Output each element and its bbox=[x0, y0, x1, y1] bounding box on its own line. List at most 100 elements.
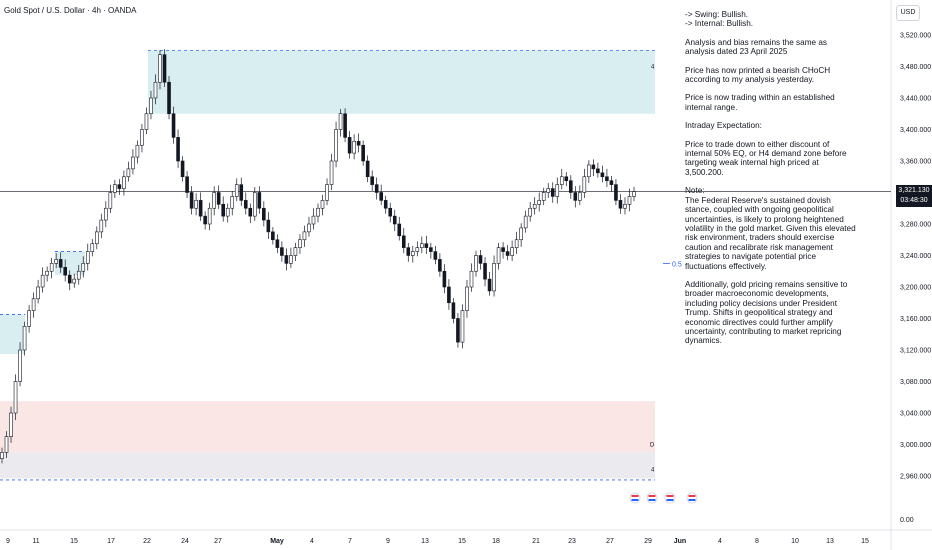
candle-body bbox=[171, 113, 176, 138]
time-tick-label: 15 bbox=[458, 538, 466, 545]
candle-body bbox=[144, 113, 149, 130]
time-tick-label: 9 bbox=[386, 538, 390, 545]
supply-zone bbox=[148, 50, 655, 114]
candle-body bbox=[383, 200, 388, 209]
event-flag-icon[interactable] bbox=[629, 492, 641, 504]
candle-body bbox=[72, 278, 77, 284]
candle-body bbox=[474, 255, 478, 272]
candle-body bbox=[18, 349, 22, 382]
candle-body bbox=[438, 259, 442, 272]
candles-layer bbox=[0, 49, 636, 464]
candle-body bbox=[501, 247, 505, 252]
candle-body bbox=[406, 247, 411, 256]
time-tick-label: 15 bbox=[70, 538, 78, 545]
candle-body bbox=[627, 196, 632, 205]
candle-body bbox=[198, 200, 203, 217]
price-axis[interactable]: 3,520.000 3,480.000 3,440.000 3,400.000 3,36… bbox=[900, 33, 931, 525]
event-flag-circle bbox=[686, 492, 698, 504]
candle-body bbox=[605, 176, 609, 181]
candle-body bbox=[532, 204, 537, 209]
time-tick-label: 27 bbox=[214, 538, 222, 545]
currency-button[interactable]: USD bbox=[896, 5, 920, 21]
candle-body bbox=[13, 381, 18, 414]
price-tick-label: 3,120.000 bbox=[900, 348, 931, 355]
candle-body bbox=[370, 176, 374, 185]
candle-body bbox=[289, 255, 293, 264]
candle-body bbox=[325, 184, 329, 201]
candle-body bbox=[293, 247, 298, 256]
candle-body bbox=[433, 251, 438, 260]
candle-body bbox=[49, 263, 54, 272]
time-tick-label: 18 bbox=[492, 538, 500, 545]
note-paragraph: Price is now trading within an establish… bbox=[685, 93, 835, 112]
event-flag-circle bbox=[646, 492, 658, 504]
time-axis[interactable]: 9 11 15 17 22 24 27 May 4 7 9 13 15 18 21 23 27 29 Jun 4 8 10… bbox=[6, 538, 869, 545]
time-tick-label: 4 bbox=[310, 538, 314, 545]
last-price-badge: 3,321.130 03:48:30 bbox=[896, 185, 932, 207]
candle-body bbox=[108, 192, 113, 209]
candle-body bbox=[311, 215, 316, 225]
candle-body bbox=[514, 239, 519, 248]
candle-body bbox=[194, 200, 198, 209]
event-flag-stripe bbox=[688, 499, 696, 501]
candle-body bbox=[496, 247, 501, 264]
candle-body bbox=[632, 191, 636, 197]
candle-body bbox=[596, 168, 600, 174]
candle-body bbox=[104, 207, 108, 221]
candle-body bbox=[320, 200, 325, 209]
event-flag-stripe bbox=[666, 499, 674, 501]
note-paragraph: Analysis and bias remains the same as an… bbox=[685, 37, 827, 57]
candle-body bbox=[45, 270, 49, 276]
candle-body bbox=[614, 184, 618, 201]
candle-body bbox=[410, 251, 415, 256]
price-tick-label: 3,080.000 bbox=[900, 379, 931, 386]
event-flag-circle bbox=[664, 492, 676, 504]
candle-body bbox=[162, 54, 167, 83]
candle-body bbox=[578, 192, 582, 201]
note-paragraph: -> Swing: Bullish. -> Internal: Bullish. bbox=[685, 10, 754, 29]
candle-body bbox=[397, 223, 402, 237]
price-tick-label: 3,400.000 bbox=[900, 127, 931, 134]
candle-body bbox=[591, 164, 596, 170]
event-flag-icon[interactable] bbox=[646, 492, 658, 504]
candle-body bbox=[401, 235, 406, 248]
candle-body bbox=[528, 207, 532, 217]
time-tick-label: 7 bbox=[348, 538, 352, 545]
note-paragraph: Price has now printed a bearish CHoCH ac… bbox=[685, 65, 831, 85]
left-demand-zone bbox=[0, 314, 25, 354]
event-flag-stripe bbox=[688, 495, 696, 497]
candle-body bbox=[388, 207, 393, 217]
candle-body bbox=[253, 192, 257, 217]
economic-events bbox=[629, 492, 698, 504]
supply-label: 4 bbox=[651, 65, 655, 71]
candle-body bbox=[392, 215, 397, 225]
candle-body bbox=[4, 436, 9, 453]
candle-body bbox=[298, 239, 302, 248]
event-flag-stripe bbox=[648, 499, 656, 501]
candle-body bbox=[239, 184, 244, 201]
analysis-notes: -> Swing: Bullish. -> Internal: Bullish.… bbox=[685, 10, 857, 355]
candle-body bbox=[216, 192, 221, 205]
event-flag-icon[interactable] bbox=[686, 492, 698, 504]
candle-body bbox=[352, 141, 356, 154]
candle-body bbox=[31, 298, 36, 311]
volume-tick-label: 0.00 bbox=[900, 517, 914, 524]
price-tick-label: 3,520.000 bbox=[900, 33, 931, 40]
time-tick-label: 24 bbox=[181, 538, 189, 545]
candle-body bbox=[541, 192, 546, 201]
candle-body bbox=[523, 215, 528, 229]
candle-body bbox=[424, 243, 429, 248]
event-flag-icon[interactable] bbox=[664, 492, 676, 504]
candle-body bbox=[153, 81, 158, 99]
candle-body bbox=[140, 129, 144, 146]
candle-body bbox=[176, 137, 180, 162]
candle-body bbox=[302, 231, 307, 241]
candle-body bbox=[280, 247, 284, 256]
candle-body bbox=[623, 204, 627, 209]
candle-body bbox=[243, 200, 248, 209]
event-flag-stripe bbox=[631, 499, 639, 501]
candle-body bbox=[189, 192, 194, 209]
candle-body bbox=[117, 184, 122, 189]
